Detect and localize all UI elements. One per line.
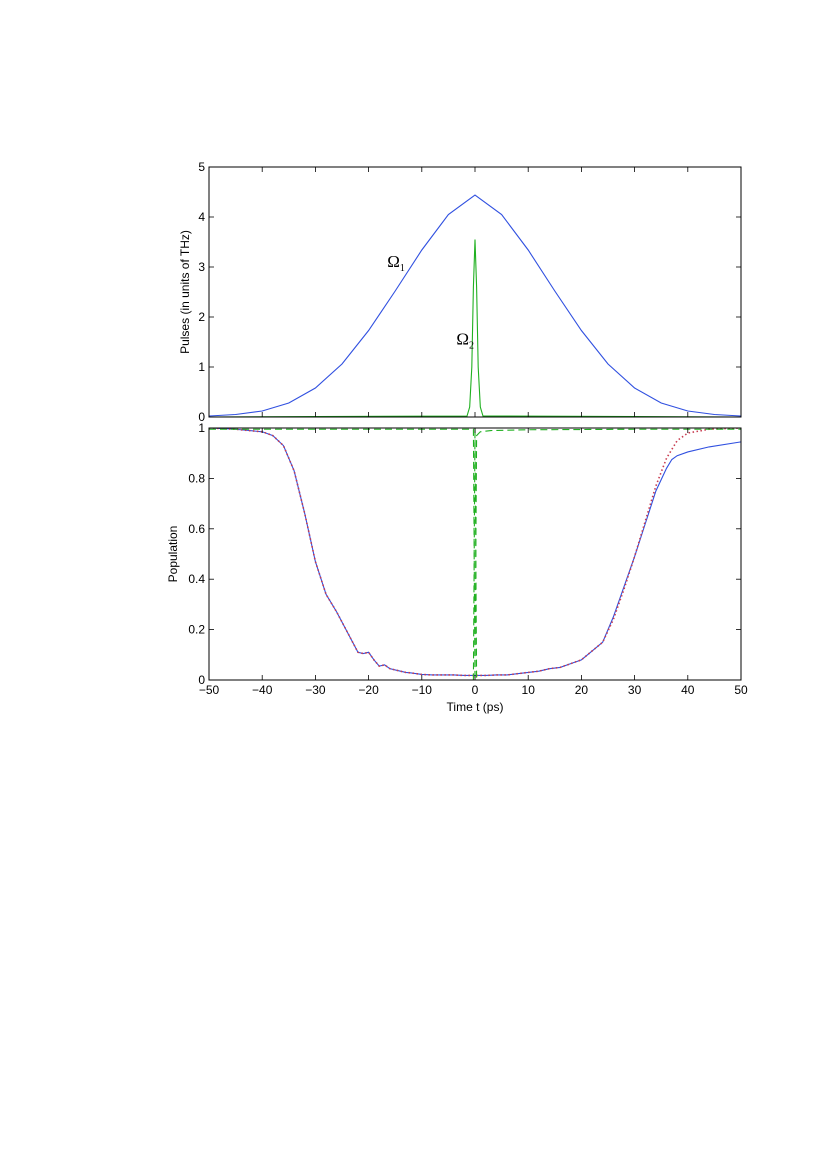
bottom-y-axis-label: Population [166,526,180,583]
omega-symbol: Ω [456,330,469,349]
omega-1-label: Ω1 [387,252,405,274]
bottom-chart-panel: −50 −40 −30 −20 −10 0 10 20 30 40 50 0 0.2 0.4 0.6 0.8 1… [166,421,748,714]
bottom-x-tick-label: 40 [681,683,695,697]
top-y-tick-label: 2 [198,310,205,324]
bottom-y-tick-label: 0.4 [188,572,205,586]
top-series-group [209,194,741,417]
bottom-x-tick-label: −20 [358,683,379,697]
top-y-tick-label: 4 [198,210,205,224]
bottom-x-tick-label: −40 [252,683,273,697]
bottom-ticks-group: −50 −40 −30 −20 −10 0 10 20 30 40 50 0 0.2 0.4 0.6 0.8 1 [188,421,748,697]
top-y-tick-label: 1 [198,360,205,374]
bottom-y-tick-label: 1 [198,421,205,435]
top-ticks-group: 0 1 2 3 4 5 [198,160,742,424]
top-y-tick-label: 3 [198,260,205,274]
omega-2-label: Ω2 [456,330,474,352]
bottom-y-tick-label: 0.2 [188,623,205,637]
omega-symbol: Ω [387,252,400,271]
bottom-x-tick-label: −10 [412,683,433,697]
bottom-x-tick-label: 10 [522,683,536,697]
bottom-series-group [209,428,741,680]
top-series-line-1 [209,239,741,417]
omega-subscript: 2 [469,341,474,352]
top-y-axis-label: Pulses (in units of THz) [178,230,192,354]
bottom-x-tick-label: −50 [199,683,220,697]
top-y-tick-label: 5 [198,160,205,174]
top-y-tick-label: 0 [198,410,205,424]
x-axis-label: Time t (ps) [447,700,504,714]
bottom-y-tick-label: 0.6 [188,522,205,536]
bottom-x-tick-label: −30 [305,683,326,697]
bottom-series-line-3 [209,428,741,680]
bottom-x-tick-label: 50 [734,683,748,697]
bottom-x-tick-label: 30 [628,683,642,697]
bottom-x-tick-label: 20 [575,683,589,697]
bottom-series-line-1 [209,428,741,677]
bottom-x-tick-label: 0 [472,683,479,697]
bottom-y-tick-label: 0 [198,673,205,687]
bottom-y-tick-label: 0.8 [188,471,205,485]
top-series-line-0 [209,194,741,417]
omega-subscript: 1 [400,263,405,274]
